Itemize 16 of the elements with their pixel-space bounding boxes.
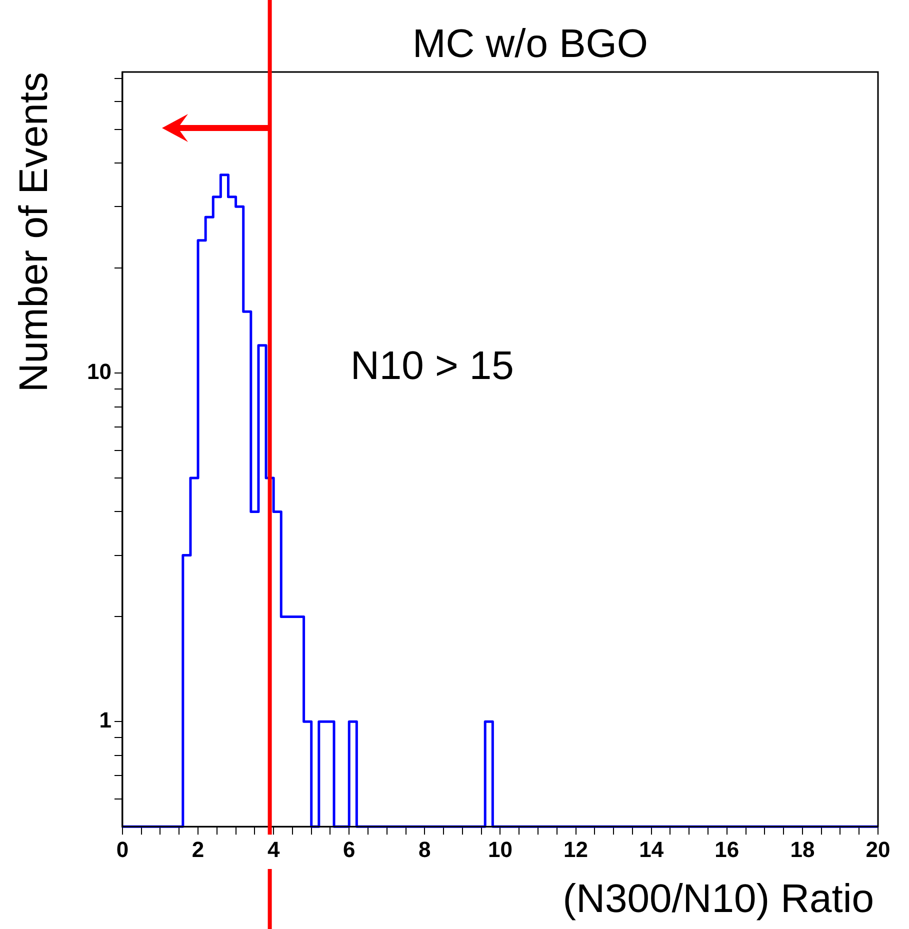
x-tick-label: 20 — [866, 836, 890, 862]
x-tick-label: 16 — [714, 836, 740, 862]
x-tick-label: 8 — [418, 836, 431, 862]
x-tick-label: 4 — [267, 836, 280, 862]
annotation: N10 > 15 — [350, 344, 514, 388]
x-tick-label: 10 — [488, 836, 512, 862]
x-tick-label: 12 — [564, 836, 588, 862]
x-axis-title: (N300/N10) Ratio — [562, 877, 874, 922]
x-tick-label: 14 — [639, 836, 664, 862]
x-tick-label: 18 — [790, 836, 815, 862]
x-tick-label: 0 — [116, 836, 129, 862]
x-tick-label: 2 — [192, 836, 204, 862]
chart-title: MC w/o BGO — [412, 22, 648, 66]
x-tick-label: 6 — [343, 836, 356, 862]
y-axis-title: Number of Events — [12, 72, 56, 392]
y-tick-label: 1 — [99, 708, 112, 733]
